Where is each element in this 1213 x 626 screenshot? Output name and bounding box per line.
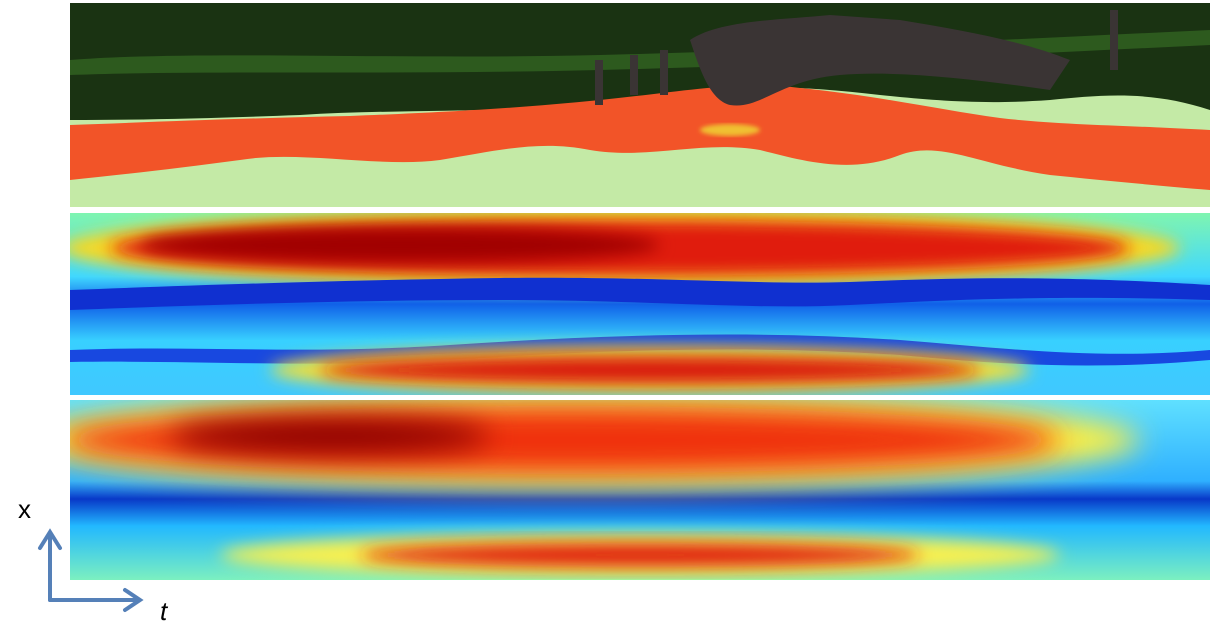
- segmentation-panel: [70, 3, 1210, 207]
- smooth-heatmap-panel: [20, 392, 1210, 580]
- noisy-heatmap-panel: [60, 208, 1210, 395]
- figure: x t: [0, 0, 1213, 626]
- page: x t (() => { const data = JSON.parse(doc…: [0, 0, 1213, 626]
- axis-label: t: [160, 596, 169, 626]
- axis-label: x: [18, 494, 31, 524]
